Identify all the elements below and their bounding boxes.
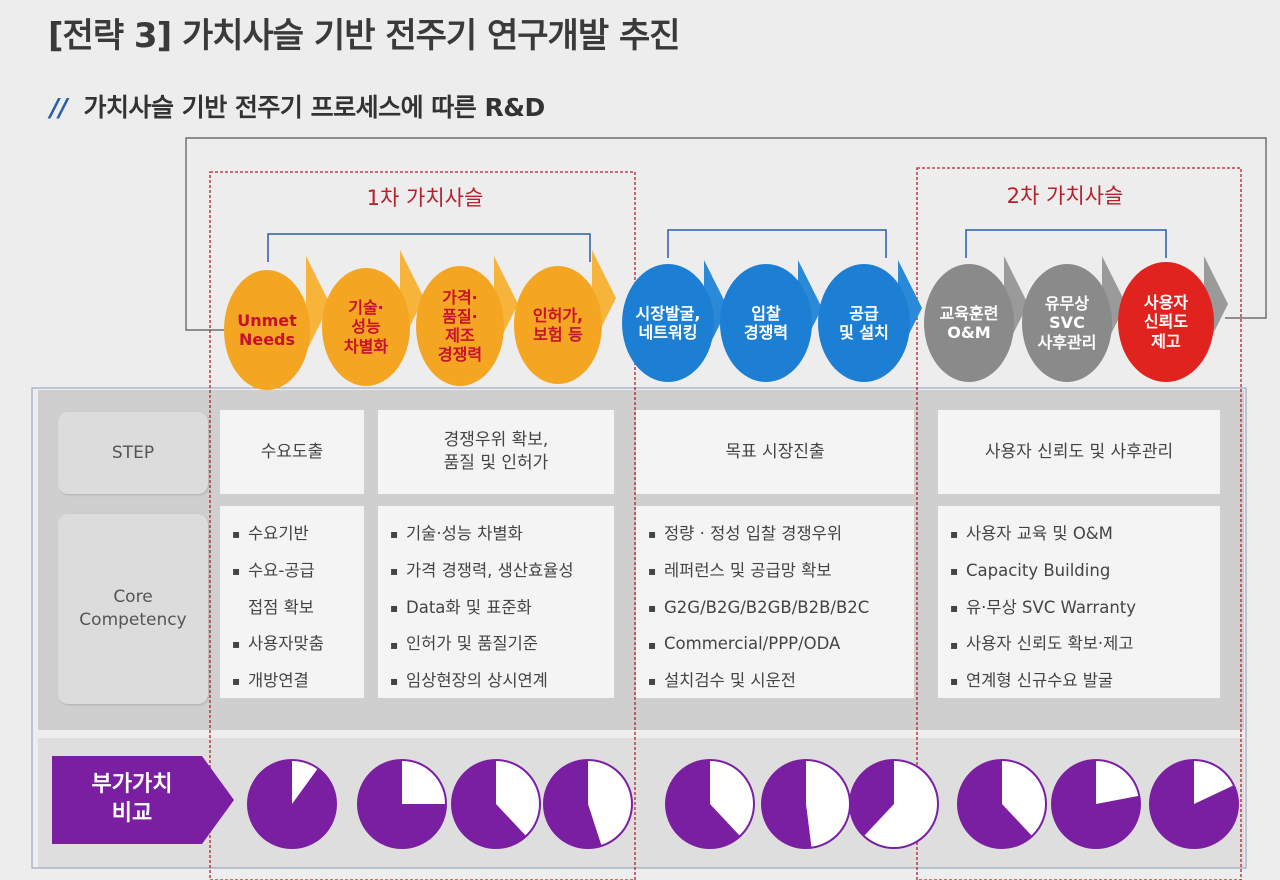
step-box-market-entry: 목표 시장진출 (636, 410, 914, 494)
step-box-demand: 수요도출 (220, 410, 364, 494)
list-item: ▪ G2G/B2G/B2GB/B2B/B2C (648, 597, 870, 617)
subtitle-text: 가치사슬 기반 전주기 프로세스에 따른 R&D (83, 93, 545, 122)
list-item: ▪ Commercial/PPP/ODA (648, 634, 841, 654)
value-compare-text: 부가가치 비교 (91, 772, 173, 826)
second-chain-boundary (916, 167, 1242, 880)
stage-supply-install: 공급 및 설치 (818, 264, 910, 382)
stage-licensing: 인허가, 보험 등 (514, 266, 602, 384)
list-item: 접점 확보 (248, 597, 314, 617)
pie-slice (958, 760, 1033, 848)
stage-market-discovery: 시장발굴, 네트워킹 (622, 264, 714, 382)
pie-slice (762, 760, 812, 848)
pie-slice (248, 760, 336, 849)
value-arrow-shape (52, 756, 234, 844)
competency-box-trust: ▪ 사용자 교육 및 O&M ▪ Capacity Building ▪ 유·무상 S… (938, 506, 1220, 698)
list-item: ▪ 유·무상 SVC Warranty (950, 597, 1137, 617)
stage-user-trust: 사용자 신뢰도 제고 (1118, 262, 1214, 382)
list-item: ▪ 사용자 신뢰도 확보·제고 (950, 634, 1134, 654)
subtitle-mark-icon: // (50, 93, 68, 122)
page-title: [전략 3] 가치사슬 기반 전주기 연구개발 추진 (48, 16, 681, 56)
list-item: ▪ Data화 및 표준화 (390, 597, 532, 617)
list-item: ▪ 개방연결 (232, 670, 309, 690)
stage-bidding: 입찰 경쟁력 (720, 264, 812, 382)
competency-box-demand: ▪ 수요기반 ▪ 수요-공급 접점 확보 ▪ 사용자맞춤 ▪ 개방연결 (220, 506, 364, 698)
section-subtitle: // 가치사슬 기반 전주기 프로세스에 따른 R&D (50, 88, 545, 124)
list-item: ▪ 가격 경쟁력, 생산효율성 (390, 560, 574, 580)
stage-price-quality: 가격· 품질· 제조 경쟁력 (416, 266, 504, 386)
outer-frame (31, 387, 1247, 869)
pie-slice (850, 760, 894, 837)
first-chain-boundary (209, 171, 636, 880)
list-item: ▪ 인허가 및 품질기준 (390, 634, 538, 654)
list-item: ▪ 임상현장의 상시연계 (390, 671, 548, 690)
competency-box-market: ▪ 정량 · 정성 입찰 경쟁우위 ▪ 레퍼런스 및 공급망 확보 ▪ G2G/B2G… (636, 506, 914, 698)
competency-box-competitive: ▪ 기술·성능 차별화 ▪ 가격 경쟁력, 생산효율성 ▪ Data화 및 표준화 ▪… (378, 506, 614, 698)
step-box-competitive: 경쟁우위 확보, 품질 및 인허가 (378, 410, 614, 494)
stage-svc: 유무상 SVC 사후관리 (1022, 264, 1112, 382)
list-item: ▪ 설치검수 및 시운전 (648, 671, 796, 690)
list-item: ▪ 레퍼런스 및 공급망 확보 (648, 560, 832, 580)
bracket-second (965, 229, 1167, 258)
list-item: ▪ 기술·성능 차별화 (390, 524, 523, 543)
pie-slice (1052, 760, 1140, 849)
list-item: ▪ 수요-공급 (232, 560, 315, 580)
pie-slice (666, 760, 741, 848)
step-box-trust: 사용자 신뢰도 및 사후관리 (938, 410, 1220, 494)
pie-slice (452, 760, 527, 849)
feedback-loop-line (185, 137, 1267, 331)
list-item: ▪ Capacity Building (950, 560, 1111, 580)
first-chain-label: 1차 가치사슬 (366, 186, 484, 210)
value-compare-label: 부가가치 비교 (52, 756, 234, 844)
stage-unmet-needs: Unmet Needs (224, 270, 310, 390)
bracket-first (267, 233, 591, 262)
pie-slice (358, 760, 446, 848)
list-item: ▪ 수요기반 (232, 524, 309, 543)
row-label-step: STEP (58, 412, 208, 494)
bracket-market (667, 229, 887, 258)
list-item: ▪ 사용자 교육 및 O&M (950, 524, 1113, 543)
pie-slice (544, 760, 602, 848)
pie-slice (1150, 760, 1238, 848)
row-label-core: Core Competency (58, 514, 208, 704)
stage-tech-differentiation: 기술· 성능 차별화 (322, 268, 410, 386)
list-item: ▪ 사용자맞춤 (232, 634, 324, 653)
stage-training-om: 교육훈련 O&M (924, 264, 1014, 382)
list-item: ▪ 연계형 신규수요 발굴 (950, 671, 1114, 690)
second-chain-label: 2차 가치사슬 (1006, 184, 1124, 208)
list-item: ▪ 정량 · 정성 입찰 경쟁우위 (648, 524, 843, 543)
